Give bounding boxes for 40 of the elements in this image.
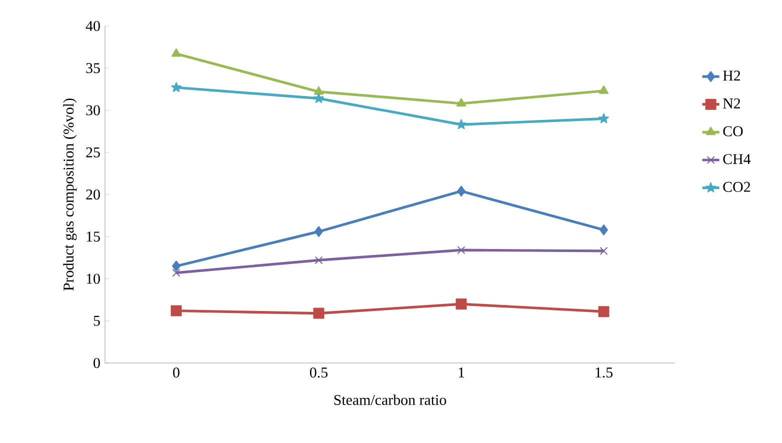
point [600,246,608,255]
y-tick-label: 25 [86,147,100,158]
x-axis-title: Steam/carbon ratio [334,394,446,406]
point [313,308,324,319]
y-axis-title: Product gas composition (%vol) [63,98,77,291]
point [598,85,609,94]
point [314,92,324,103]
point [457,186,466,197]
y-tick-label: 30 [86,105,100,116]
point [598,113,610,124]
point [456,119,467,130]
point [456,98,466,107]
x-tick-label: 0.5 [310,368,328,378]
point [171,48,182,57]
point [314,256,323,264]
y-tick-label: 20 [86,189,100,200]
x-tick-label: 0 [173,368,180,378]
legend-label: H2 [723,70,740,81]
point [314,226,324,238]
legend-label: CO2 [723,182,750,192]
y-tick-label: 35 [86,63,100,74]
y-tick-label: 0 [94,358,100,368]
y-tick-label: 15 [86,232,100,242]
x-tick-label: 1 [458,368,464,378]
y-tick-label: 40 [86,20,100,32]
point [170,305,182,316]
x-tick-label: 1.5 [596,368,613,378]
point [598,306,610,318]
point [170,82,182,92]
point [600,224,608,236]
y-tick-label: 5 [94,316,100,326]
point [457,246,466,254]
legend-label: CH4 [723,154,751,164]
legend-label: N2 [723,98,740,108]
point [172,260,180,272]
legend-label: CO [723,126,743,136]
y-tick-label: 10 [86,274,100,284]
point [456,298,467,310]
point [314,86,324,95]
point [172,268,180,277]
